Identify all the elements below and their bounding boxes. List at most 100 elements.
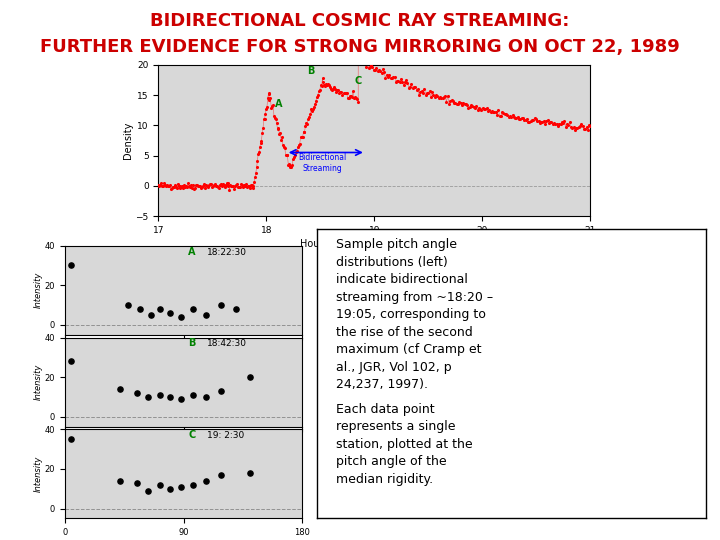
Point bbox=[175, 395, 186, 403]
Point bbox=[372, 67, 384, 76]
Point bbox=[379, 68, 390, 77]
Point bbox=[562, 119, 573, 128]
Point bbox=[176, 183, 187, 191]
Point bbox=[264, 93, 276, 102]
Point bbox=[361, 59, 373, 68]
Point bbox=[464, 103, 475, 112]
Point bbox=[359, 54, 371, 63]
Point bbox=[581, 123, 593, 131]
Point bbox=[244, 469, 256, 477]
Point bbox=[394, 78, 405, 87]
Point bbox=[291, 147, 302, 156]
Point bbox=[163, 182, 175, 191]
Point bbox=[230, 182, 241, 191]
Point bbox=[355, 57, 366, 65]
Point bbox=[166, 184, 178, 193]
Point bbox=[441, 97, 452, 106]
Point bbox=[565, 123, 577, 132]
Point bbox=[294, 140, 305, 149]
Point bbox=[271, 125, 283, 133]
Point bbox=[237, 182, 248, 191]
Point bbox=[444, 97, 456, 105]
Point bbox=[433, 93, 444, 102]
Point bbox=[477, 104, 488, 112]
Point bbox=[426, 88, 438, 97]
Point bbox=[201, 181, 212, 190]
Point bbox=[277, 141, 289, 150]
Point bbox=[179, 183, 191, 191]
Point bbox=[164, 181, 176, 190]
Point bbox=[411, 86, 423, 94]
Point bbox=[215, 301, 226, 309]
Point bbox=[421, 89, 433, 98]
Point bbox=[504, 111, 516, 120]
Point bbox=[319, 82, 330, 90]
Point bbox=[244, 373, 256, 381]
Point bbox=[585, 122, 596, 131]
Point bbox=[253, 148, 265, 157]
Text: BIDIRECTIONAL COSMIC RAY STREAMING:: BIDIRECTIONAL COSMIC RAY STREAMING: bbox=[150, 12, 570, 30]
Point bbox=[494, 111, 505, 120]
Point bbox=[366, 60, 377, 69]
Point bbox=[235, 180, 247, 188]
Text: C: C bbox=[189, 430, 196, 440]
Point bbox=[325, 84, 337, 93]
Point bbox=[165, 309, 176, 318]
Point bbox=[428, 91, 439, 99]
Point bbox=[454, 98, 465, 106]
Point bbox=[386, 73, 397, 82]
Point bbox=[423, 89, 434, 97]
Point bbox=[156, 179, 167, 188]
Point bbox=[170, 183, 181, 192]
Point bbox=[384, 70, 395, 79]
Point bbox=[282, 151, 293, 160]
Point bbox=[389, 73, 400, 82]
Point bbox=[552, 121, 564, 130]
Point bbox=[366, 63, 378, 71]
Point bbox=[456, 101, 468, 110]
Point bbox=[266, 103, 277, 112]
Point bbox=[549, 119, 560, 127]
Point bbox=[424, 86, 436, 95]
Point bbox=[346, 93, 358, 102]
Point bbox=[560, 122, 572, 131]
Point bbox=[402, 78, 413, 87]
Point bbox=[221, 179, 233, 188]
Point bbox=[300, 122, 311, 131]
Point bbox=[248, 184, 259, 193]
Point bbox=[543, 119, 554, 127]
Point bbox=[478, 104, 490, 113]
Point bbox=[387, 73, 399, 82]
Y-axis label: Intensity: Intensity bbox=[34, 272, 43, 308]
Point bbox=[512, 112, 523, 121]
Point bbox=[153, 181, 164, 190]
Point bbox=[222, 179, 234, 188]
Point bbox=[269, 111, 280, 120]
Point bbox=[342, 94, 354, 103]
Point bbox=[568, 123, 580, 132]
Point bbox=[302, 114, 314, 123]
Point bbox=[324, 83, 336, 91]
Point bbox=[267, 100, 279, 109]
Point bbox=[399, 78, 410, 86]
Point bbox=[284, 160, 295, 168]
Point bbox=[256, 129, 268, 138]
Point bbox=[154, 305, 166, 313]
Point bbox=[215, 470, 226, 479]
Point bbox=[256, 137, 267, 146]
Point bbox=[492, 105, 504, 114]
Y-axis label: Intensity: Intensity bbox=[34, 364, 43, 400]
Point bbox=[410, 82, 421, 91]
Point bbox=[200, 310, 212, 319]
Point bbox=[313, 87, 325, 96]
Point bbox=[197, 182, 208, 191]
Point bbox=[182, 179, 194, 187]
Point bbox=[260, 109, 271, 118]
Point bbox=[491, 110, 503, 119]
Point bbox=[572, 124, 583, 132]
Point bbox=[472, 105, 483, 114]
Point bbox=[252, 157, 264, 165]
Point bbox=[225, 180, 236, 189]
Point bbox=[227, 182, 238, 191]
Point bbox=[379, 73, 391, 82]
